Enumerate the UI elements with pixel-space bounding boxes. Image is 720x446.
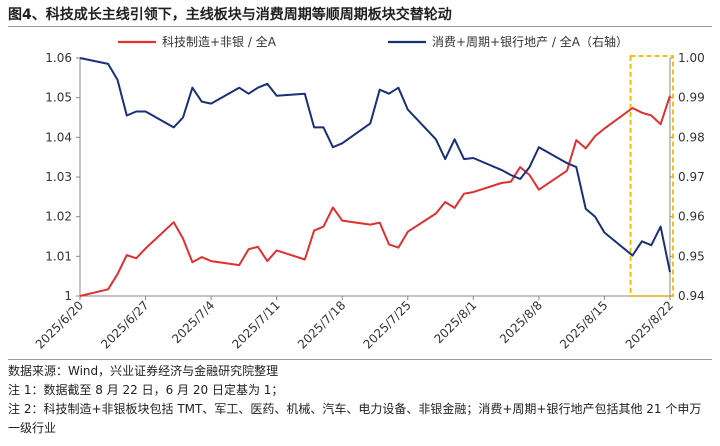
series-line-cyclical bbox=[79, 57, 671, 273]
note-2: 注 2：科技制造+非银板块包括 TMT、军工、医药、机械、汽车、电力设备、非银金… bbox=[8, 402, 702, 435]
title-rule bbox=[8, 26, 712, 27]
right-tick-label: 0.97 bbox=[678, 170, 705, 184]
x-tick-label: 2025/7/25 bbox=[360, 298, 413, 351]
right-tick-label: 0.94 bbox=[678, 289, 705, 303]
legend-label: 消费+周期+银行地产 / 全A（右轴） bbox=[432, 34, 628, 49]
x-tick-label: 2025/6/20 bbox=[33, 298, 86, 351]
right-tick-label: 0.99 bbox=[678, 91, 705, 105]
right-tick-label: 0.98 bbox=[678, 130, 705, 144]
right-tick-label: 1.00 bbox=[678, 51, 705, 65]
x-tick-label: 2025/6/27 bbox=[98, 298, 151, 351]
x-tick-label: 2025/8/1 bbox=[431, 298, 479, 346]
chart-legend: 科技制造+非银 / 全A 消费+周期+银行地产 / 全A（右轴） bbox=[118, 34, 628, 49]
notes-rule bbox=[8, 359, 712, 360]
highlight-box bbox=[629, 55, 674, 297]
page-title: 图4、科技成长主线引领下，主线板块与消费周期等顺周期板块交替轮动 bbox=[8, 7, 452, 23]
right-tick-label: 0.96 bbox=[678, 210, 705, 224]
chart-series bbox=[79, 57, 671, 297]
x-tick-label: 2025/8/8 bbox=[497, 298, 545, 346]
left-tick-label: 1.01 bbox=[45, 249, 72, 263]
highlight-region bbox=[629, 55, 674, 297]
chart-axes: 1 1.01 1.02 1.03 1.04 1.05 1.06 0.94 0.95 0.96 0.9… bbox=[33, 51, 705, 352]
chart-notes: 数据来源：Wind，兴业证券经济与金融研究院整理 注 1：数据截至 8 月 22… bbox=[8, 362, 712, 438]
note-1: 注 1：数据截至 8 月 22 日，6 月 20 日定基为 1； bbox=[8, 383, 284, 397]
line-chart: 1 1.01 1.02 1.03 1.04 1.05 1.06 0.94 0.95 0.96 0.9… bbox=[33, 34, 705, 352]
left-tick-label: 1 bbox=[64, 289, 72, 303]
left-tick-label: 1.02 bbox=[45, 210, 72, 224]
x-tick-label: 2025/7/18 bbox=[295, 298, 348, 351]
x-tick-label: 2025/7/11 bbox=[229, 298, 282, 351]
x-tick-label: 2025/8/15 bbox=[557, 298, 610, 351]
series-line-tech bbox=[79, 95, 671, 297]
left-tick-label: 1.05 bbox=[45, 91, 72, 105]
x-tick-label: 2025/7/4 bbox=[169, 298, 217, 346]
left-tick-label: 1.03 bbox=[45, 170, 72, 184]
source-note: 数据来源：Wind，兴业证券经济与金融研究院整理 bbox=[8, 364, 279, 378]
legend-label: 科技制造+非银 / 全A bbox=[162, 34, 277, 49]
right-tick-label: 0.95 bbox=[678, 249, 705, 263]
x-tick-label: 2025/8/22 bbox=[623, 298, 676, 351]
left-tick-label: 1.06 bbox=[45, 51, 72, 65]
left-tick-label: 1.04 bbox=[45, 130, 72, 144]
